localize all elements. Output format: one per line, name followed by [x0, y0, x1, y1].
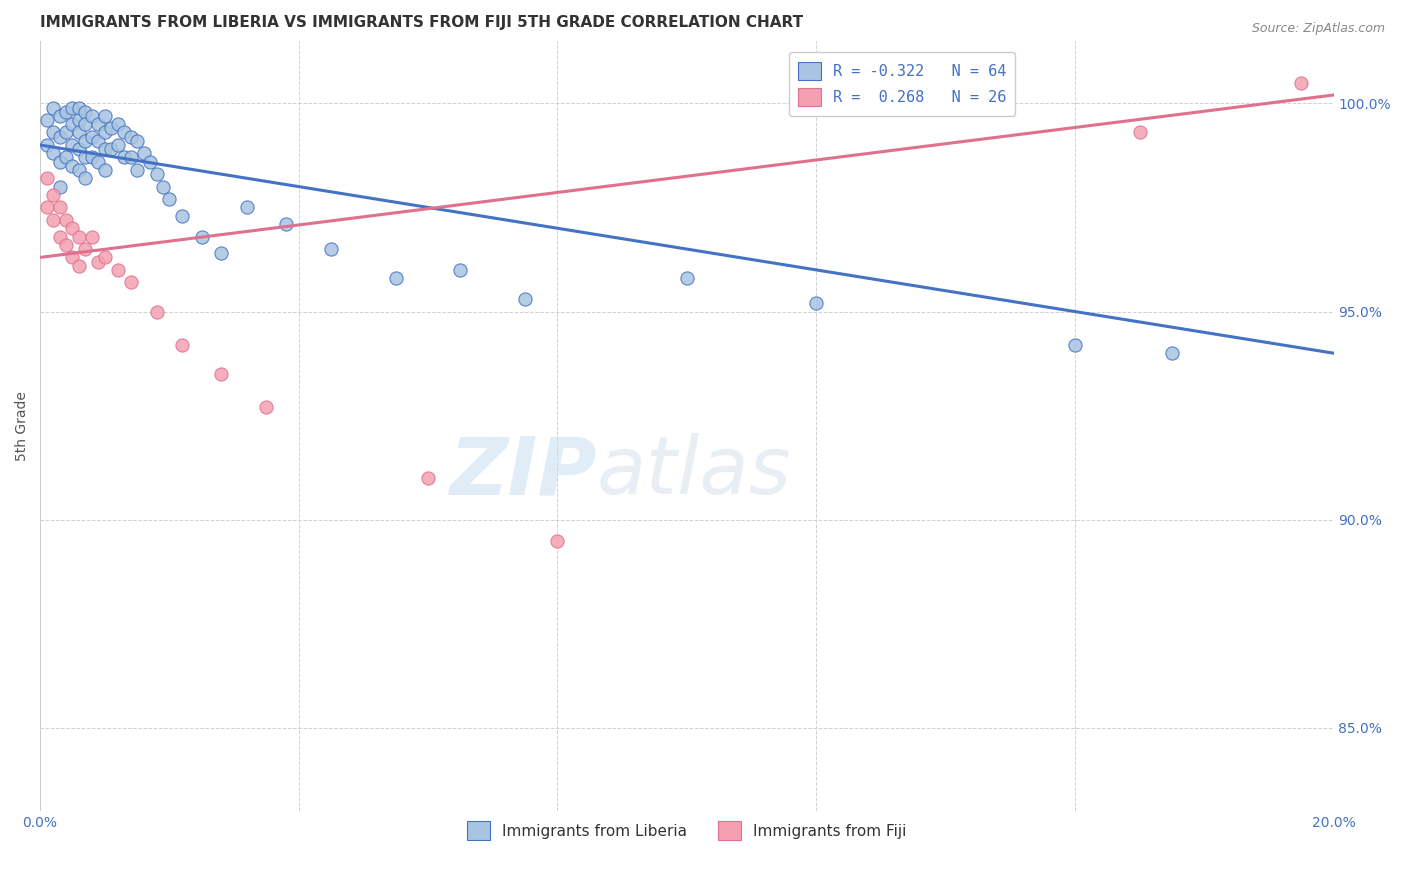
Point: [94, 109, 117, 123]
Point: [42, 188, 65, 202]
Point: [35, 138, 58, 153]
Point: [418, 471, 440, 485]
Point: [48, 179, 70, 194]
Point: [62, 251, 84, 265]
Point: [94, 251, 117, 265]
Point: [67, 113, 90, 128]
Point: [55, 151, 77, 165]
Point: [1289, 76, 1312, 90]
Point: [48, 229, 70, 244]
Point: [67, 229, 90, 244]
Text: Source: ZipAtlas.com: Source: ZipAtlas.com: [1251, 22, 1385, 36]
Point: [172, 209, 194, 223]
Point: [75, 104, 97, 119]
Point: [112, 151, 135, 165]
Point: [62, 138, 84, 153]
Point: [75, 134, 97, 148]
Point: [48, 129, 70, 144]
Point: [55, 104, 77, 119]
Point: [1128, 126, 1150, 140]
Point: [42, 146, 65, 161]
Point: [100, 142, 122, 156]
Point: [67, 142, 90, 156]
Y-axis label: 5th Grade: 5th Grade: [15, 391, 30, 461]
Point: [48, 154, 70, 169]
Point: [94, 126, 117, 140]
Point: [321, 242, 343, 256]
Point: [48, 109, 70, 123]
Point: [804, 296, 827, 310]
Point: [1063, 338, 1085, 352]
Point: [94, 163, 117, 178]
Point: [87, 134, 110, 148]
Point: [209, 367, 232, 381]
Point: [75, 242, 97, 256]
Point: [172, 338, 194, 352]
Point: [75, 171, 97, 186]
Point: [42, 101, 65, 115]
Point: [35, 113, 58, 128]
Point: [62, 117, 84, 131]
Point: [107, 117, 129, 131]
Point: [120, 129, 142, 144]
Point: [35, 171, 58, 186]
Point: [35, 201, 58, 215]
Point: [274, 217, 297, 231]
Point: [139, 154, 162, 169]
Point: [127, 134, 149, 148]
Point: [48, 201, 70, 215]
Point: [132, 146, 155, 161]
Point: [87, 154, 110, 169]
Text: atlas: atlas: [596, 434, 792, 511]
Point: [55, 213, 77, 227]
Point: [127, 163, 149, 178]
Point: [80, 129, 103, 144]
Point: [55, 238, 77, 252]
Point: [256, 401, 278, 415]
Point: [42, 126, 65, 140]
Point: [112, 126, 135, 140]
Point: [159, 192, 181, 206]
Point: [107, 263, 129, 277]
Point: [145, 167, 167, 181]
Point: [450, 263, 472, 277]
Point: [191, 229, 214, 244]
Point: [209, 246, 232, 260]
Point: [75, 117, 97, 131]
Point: [67, 126, 90, 140]
Point: [67, 259, 90, 273]
Point: [62, 101, 84, 115]
Text: IMMIGRANTS FROM LIBERIA VS IMMIGRANTS FROM FIJI 5TH GRADE CORRELATION CHART: IMMIGRANTS FROM LIBERIA VS IMMIGRANTS FR…: [41, 15, 803, 30]
Point: [62, 221, 84, 235]
Point: [546, 533, 568, 548]
Point: [55, 126, 77, 140]
Point: [675, 271, 697, 285]
Point: [42, 213, 65, 227]
Point: [62, 159, 84, 173]
Legend: Immigrants from Liberia, Immigrants from Fiji: Immigrants from Liberia, Immigrants from…: [461, 815, 912, 846]
Point: [80, 229, 103, 244]
Point: [87, 117, 110, 131]
Text: ZIP: ZIP: [449, 434, 596, 511]
Point: [94, 142, 117, 156]
Point: [120, 151, 142, 165]
Point: [87, 254, 110, 268]
Point: [236, 201, 259, 215]
Point: [1160, 346, 1182, 360]
Point: [75, 151, 97, 165]
Point: [100, 121, 122, 136]
Point: [67, 163, 90, 178]
Point: [107, 138, 129, 153]
Point: [67, 101, 90, 115]
Point: [120, 276, 142, 290]
Point: [80, 151, 103, 165]
Point: [145, 304, 167, 318]
Point: [152, 179, 174, 194]
Point: [80, 109, 103, 123]
Point: [385, 271, 408, 285]
Point: [513, 292, 536, 306]
